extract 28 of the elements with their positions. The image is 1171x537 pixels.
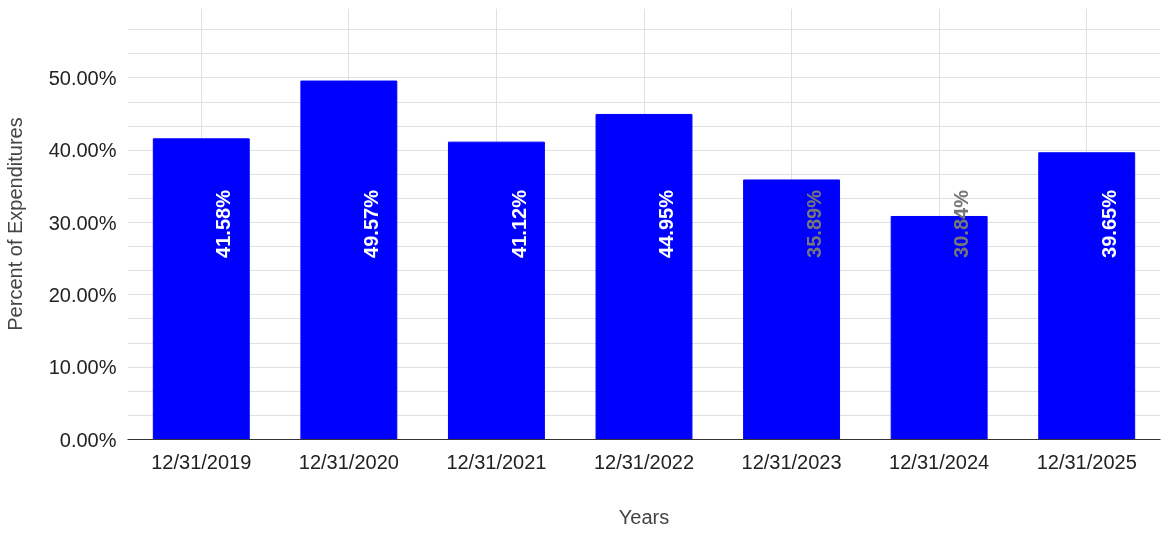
data-label: 41.12% <box>507 189 530 258</box>
x-axis-title: Years <box>618 505 670 528</box>
x-tick-label: 12/31/2021 <box>446 450 547 473</box>
bar <box>1038 152 1136 440</box>
x-tick-label: 12/31/2024 <box>889 450 990 473</box>
x-tick-label: 12/31/2019 <box>151 450 252 473</box>
x-tick-label: 12/31/2020 <box>298 450 399 473</box>
x-tick-label: 12/31/2025 <box>1036 450 1137 473</box>
y-tick-label: 10.00% <box>48 356 117 379</box>
bar <box>447 141 545 440</box>
bar <box>300 80 398 440</box>
y-tick-label: 0.00% <box>59 428 117 451</box>
x-tick-label: 12/31/2023 <box>741 450 842 473</box>
bar <box>743 179 841 440</box>
data-label: 39.65% <box>1097 189 1120 258</box>
bar <box>152 138 250 440</box>
y-tick-label: 50.00% <box>48 66 117 89</box>
data-label: 35.89% <box>802 189 825 258</box>
data-label: 30.84% <box>950 189 973 258</box>
y-tick-label: 40.00% <box>48 139 117 162</box>
x-tick-label: 12/31/2022 <box>593 450 695 473</box>
y-axis-title: Percent of Expenditures <box>3 117 26 331</box>
data-label: 49.57% <box>359 189 382 258</box>
y-tick-label: 30.00% <box>48 211 117 234</box>
y-tick-label: 20.00% <box>48 283 117 306</box>
data-label: 44.95% <box>655 189 678 258</box>
bar <box>595 113 693 440</box>
data-label: 41.58% <box>212 189 235 258</box>
